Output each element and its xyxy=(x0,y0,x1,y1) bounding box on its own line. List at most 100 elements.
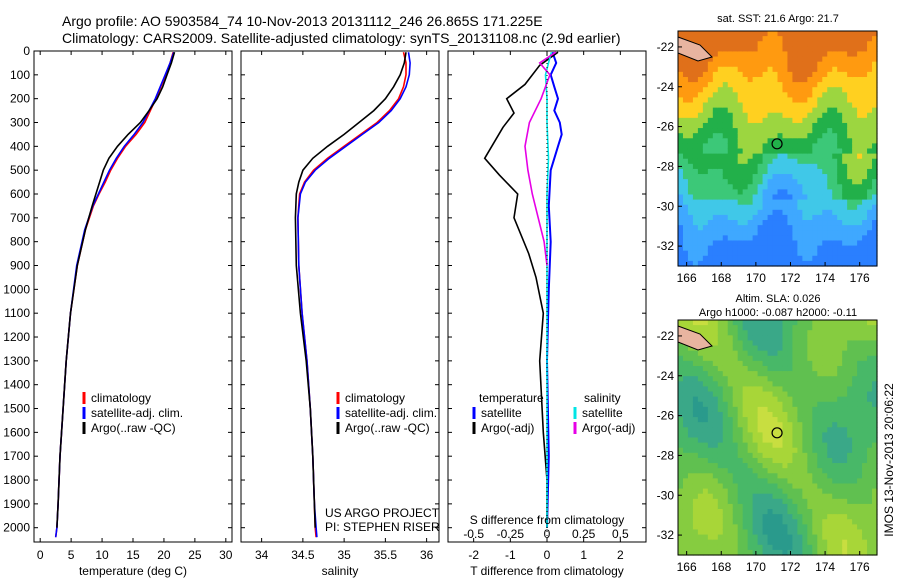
map-cell xyxy=(827,235,833,242)
map-cell xyxy=(822,360,828,367)
map-cell xyxy=(812,41,818,47)
map-cell xyxy=(837,260,843,267)
map-cell xyxy=(712,117,719,124)
map-cell xyxy=(867,335,873,342)
map-cell xyxy=(862,401,868,408)
map-cell xyxy=(707,179,714,185)
map-cell xyxy=(772,174,779,180)
map-cell xyxy=(752,199,759,206)
map-cell xyxy=(842,245,848,252)
map-cell xyxy=(722,427,729,433)
map-cell xyxy=(702,498,709,505)
map-cell xyxy=(817,255,823,262)
map-cell xyxy=(707,209,714,216)
map-cell xyxy=(682,122,689,129)
map-cell xyxy=(762,260,769,267)
map-cell xyxy=(737,117,744,124)
map-cell xyxy=(772,437,779,444)
map-cell xyxy=(782,143,789,150)
map-cell xyxy=(682,117,689,124)
map-cell xyxy=(757,457,764,464)
map-cell xyxy=(692,396,699,403)
map-cell xyxy=(767,335,774,342)
map-cell xyxy=(822,194,828,201)
map-cell xyxy=(857,220,863,226)
map-cell xyxy=(802,260,808,267)
map-cell xyxy=(742,41,749,47)
map-cell xyxy=(807,442,813,449)
map-cell xyxy=(707,189,714,196)
map-cell xyxy=(692,534,699,541)
map-cell xyxy=(757,524,764,531)
map-cell xyxy=(737,143,744,150)
map-cell xyxy=(782,417,789,423)
map-cell xyxy=(822,498,828,505)
map-cell xyxy=(772,31,779,37)
map-cell xyxy=(847,71,853,78)
map-cell xyxy=(732,396,739,403)
map-cell xyxy=(802,365,808,372)
map-cell xyxy=(817,386,823,393)
map-cell xyxy=(822,442,828,449)
map-cell xyxy=(682,255,689,262)
map-cell xyxy=(722,31,729,37)
map-cell xyxy=(747,376,754,382)
map-cell xyxy=(837,498,843,505)
map-cell xyxy=(797,36,803,42)
map-cell xyxy=(712,199,719,206)
map-cell xyxy=(727,46,734,53)
map-cell xyxy=(702,483,709,490)
map-cell xyxy=(837,549,843,556)
map-cell xyxy=(797,447,803,454)
map-cell xyxy=(867,488,873,495)
map-cell xyxy=(817,427,823,433)
map-cell xyxy=(682,452,689,459)
map-cell xyxy=(678,194,684,201)
map-cell xyxy=(727,509,734,515)
map-cell xyxy=(717,220,724,226)
map-cell xyxy=(797,422,803,428)
map-cell xyxy=(712,102,719,109)
map-cell xyxy=(802,391,808,398)
map-cell xyxy=(722,391,729,398)
map-cell xyxy=(792,539,798,546)
map-cell xyxy=(847,509,853,515)
map-cell xyxy=(732,524,739,531)
map-cell xyxy=(747,97,754,104)
map-cell xyxy=(762,41,769,47)
map-cell xyxy=(797,225,803,231)
map-cell xyxy=(692,539,699,546)
map-cell xyxy=(872,209,878,216)
map-cell xyxy=(787,437,794,444)
map-cell xyxy=(802,335,808,342)
map-cell xyxy=(727,245,734,252)
map-cell xyxy=(752,325,759,331)
map-cell xyxy=(852,220,858,226)
map-cell xyxy=(772,250,779,257)
map-cell xyxy=(817,153,823,160)
map-cell xyxy=(737,92,744,99)
map-cell xyxy=(678,66,684,73)
map-cell xyxy=(807,411,813,418)
map-cell xyxy=(862,163,868,170)
map-cell xyxy=(732,250,739,257)
map-cell xyxy=(747,473,754,479)
map-cell xyxy=(862,468,868,474)
map-cell xyxy=(872,92,878,99)
map-cell xyxy=(852,148,858,155)
map-cell xyxy=(832,365,838,372)
map-cell xyxy=(727,437,734,444)
map-cell xyxy=(747,432,754,439)
map-cell xyxy=(797,128,803,134)
map-cell xyxy=(782,117,789,124)
map-cell xyxy=(682,417,689,423)
map-cell xyxy=(812,184,818,190)
map-cell xyxy=(722,128,729,134)
map-cell xyxy=(772,478,779,485)
map-cell xyxy=(842,66,848,73)
map-cell xyxy=(792,143,798,150)
map-cell xyxy=(712,509,719,515)
map-cell xyxy=(702,529,709,536)
map-cell xyxy=(712,168,719,175)
map-cell xyxy=(757,250,764,257)
